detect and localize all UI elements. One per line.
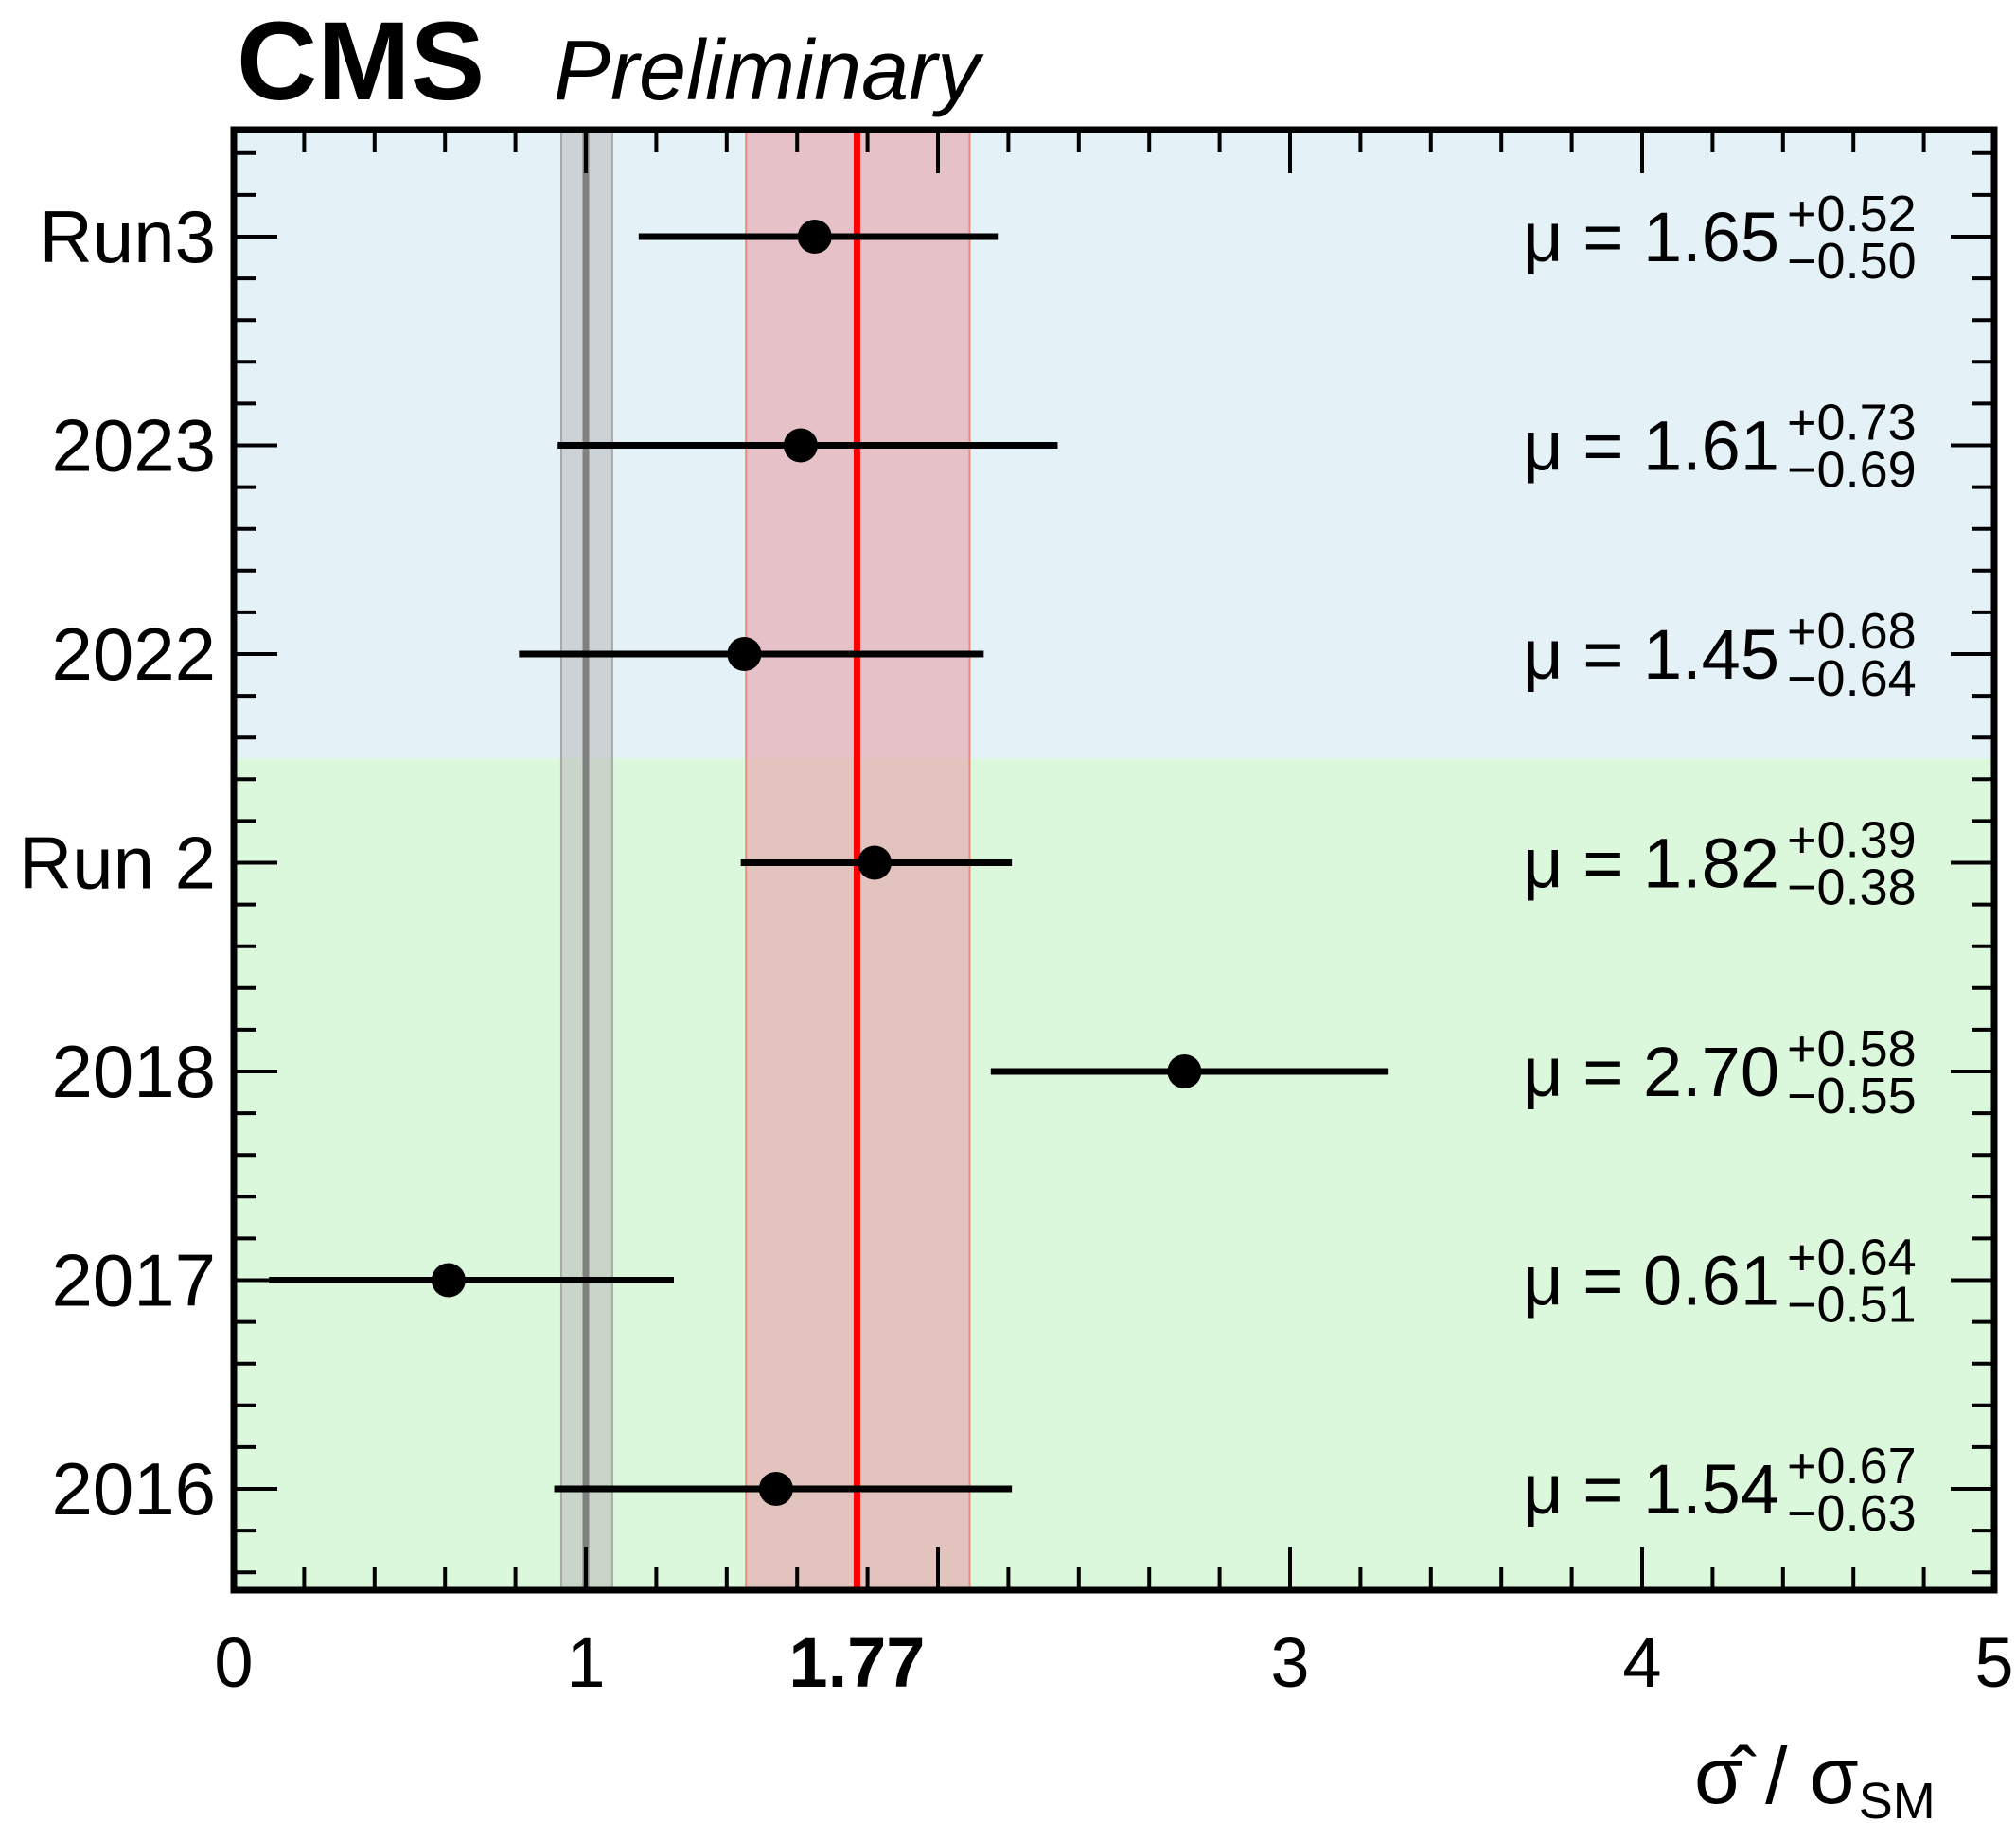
x-tick-label: 1 [566,1623,605,1702]
mu-value-label: μ = 1.82 [1523,824,1779,903]
y-tick-label: 2016 [51,1447,216,1531]
data-point-2017 [431,1263,466,1298]
points [269,220,1389,1506]
data-point-2023 [783,428,818,463]
mu-value-label: μ = 1.61 [1523,407,1779,486]
x-tick-label: 5 [1974,1623,2013,1702]
axis-ticks [232,130,1996,1590]
experiment-label: CMS [237,0,485,124]
data-point-2022 [727,637,762,671]
y-tick-label: 2017 [51,1239,216,1322]
data-point-2016 [758,1472,793,1506]
mu-up-uncertainty: +0.64 [1787,1230,1917,1286]
mu-up-uncertainty: +0.39 [1787,812,1917,869]
mu-value-label: μ = 0.61 [1523,1242,1779,1320]
mu-value-label: μ = 2.70 [1523,1033,1779,1111]
y-tick-label: Run3 [40,195,216,278]
data-point-2018 [1167,1054,1202,1088]
mu-up-uncertainty: +0.58 [1787,1020,1917,1077]
status-label: Preliminary [554,24,984,118]
mu-up-uncertainty: +0.68 [1787,603,1917,660]
mu-down-uncertainty: −0.63 [1787,1485,1917,1542]
region-backgrounds [234,130,1994,1590]
x-tick-label: 4 [1622,1623,1661,1702]
mu-value-label: μ = 1.65 [1523,198,1779,276]
labels: Run3 2023 2022 Run 2 2018 2017 2016 0 1 1.77 3 4 5 μ … [19,186,2014,1702]
data-point-run3 [797,220,832,254]
x-axis-label-main: σ̂ / σ [1694,1731,1859,1820]
mu-down-uncertainty: −0.51 [1787,1277,1917,1334]
mu-down-uncertainty: −0.50 [1787,233,1917,290]
mu-down-uncertainty: −0.38 [1787,859,1917,916]
y-tick-label: Run 2 [19,822,216,905]
data-point-run-2 [858,845,893,880]
mu-down-uncertainty: −0.64 [1787,650,1917,707]
x-axis-label-sub: SM [1859,1773,1936,1823]
x-tick-label: 3 [1270,1623,1309,1702]
x-axis-label: σ̂ / σSM [1694,1731,1936,1823]
mu-value-label: μ = 1.54 [1523,1450,1779,1529]
mu-up-uncertainty: +0.67 [1787,1438,1917,1495]
mu-down-uncertainty: −0.69 [1787,442,1917,499]
plot-frame [230,126,1998,1594]
x-tick-label: 0 [214,1623,253,1702]
region-run2-background [234,758,1994,1590]
mu-up-uncertainty: +0.52 [1787,186,1917,242]
y-tick-label: 2018 [51,1030,216,1113]
y-tick-label: 2023 [51,404,216,487]
x-tick-label: 1.77 [788,1623,925,1702]
y-tick-label: 2022 [51,612,216,696]
mu-down-uncertainty: −0.55 [1787,1068,1917,1124]
mu-up-uncertainty: +0.73 [1787,395,1917,451]
mu-value-label: μ = 1.45 [1523,615,1779,694]
